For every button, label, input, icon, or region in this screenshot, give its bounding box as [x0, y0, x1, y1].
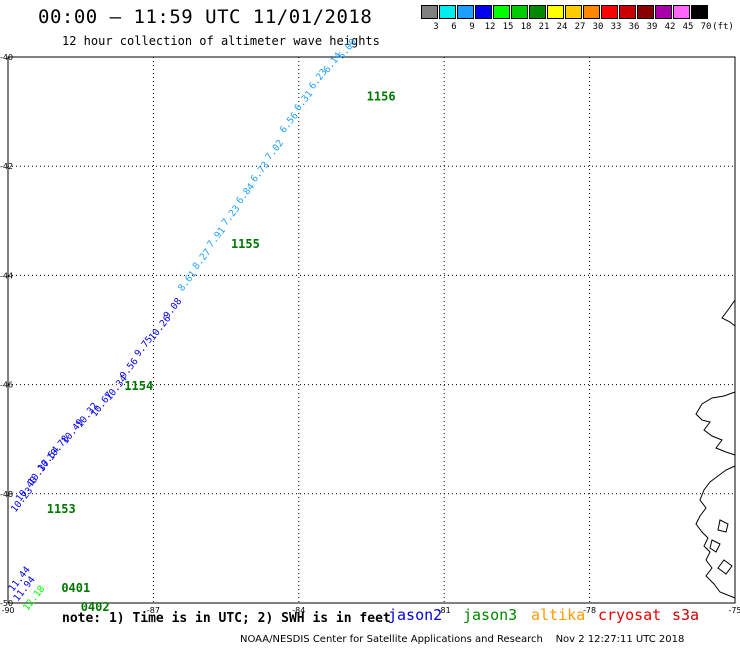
legend-swatch: [511, 5, 528, 19]
lat-tick-label: -46: [0, 381, 13, 390]
map-subtitle: 12 hour collection of altimeter wave hei…: [62, 34, 380, 48]
pass-time-label: 0402: [81, 600, 110, 614]
wave-height-label: 7.23: [220, 203, 243, 228]
wave-height-label: 6.73: [249, 160, 272, 185]
units-note: note: 1) Time is in UTC; 2) SWH is in fe…: [62, 611, 391, 626]
legend-label: 21: [538, 22, 550, 32]
pass-time-label: 0401: [61, 581, 90, 595]
legend-label: 3: [433, 22, 439, 32]
lon-tick-label: -84: [292, 606, 305, 615]
legend-swatch: [547, 5, 564, 19]
legend-swatch: [673, 5, 690, 19]
legend-label: 6: [451, 22, 457, 32]
satellite-altika-label: altika: [531, 606, 586, 624]
legend-label: 36: [628, 22, 640, 32]
legend-swatch: [691, 5, 708, 19]
legend-label: 9: [469, 22, 475, 32]
lon-tick-label: -78: [583, 606, 596, 615]
wave-height-label: 8.27: [191, 247, 214, 272]
time-labels: 1156 1155 1154 1153 0401 0402: [47, 90, 396, 615]
satellite-jason3-label: jason3: [463, 606, 518, 624]
legend-label: 18: [520, 22, 532, 32]
wave-height-label: 7.91: [205, 225, 228, 250]
pass-time-label: 1156: [367, 90, 396, 104]
legend-label: 42: [664, 22, 676, 32]
legend-swatch: [421, 5, 438, 19]
legend-label: 45: [682, 22, 694, 32]
pass-time-label: 1154: [124, 379, 153, 393]
lat-tick-label: -50: [0, 599, 13, 608]
legend-swatch: [565, 5, 582, 19]
legend-label: 33: [610, 22, 622, 32]
lat-tick-label: -42: [0, 162, 13, 171]
satellite-s3a-label: s3a: [672, 606, 700, 624]
map-title: 00:00 – 11:59 UTC 11/01/2018: [38, 6, 373, 28]
wave-height-label: 7.02: [263, 138, 286, 163]
legend-swatch: [457, 5, 474, 19]
legend-swatch: [655, 5, 672, 19]
pass-time-label: 1153: [47, 502, 76, 516]
legend-label: 30: [592, 22, 604, 32]
lon-tick-label: -90: [1, 606, 14, 615]
lon-tick-label: -81: [438, 606, 451, 615]
legend-swatch: [601, 5, 618, 19]
legend-swatch: [475, 5, 492, 19]
generated-timestamp: Nov 2 12:27:11 UTC 2018: [555, 634, 685, 645]
legend-label: 12: [484, 22, 496, 32]
pass-time-label: 1155: [231, 237, 260, 251]
credit-text: NOAA/NESDIS Center for Satellite Applica…: [240, 634, 543, 645]
wave-height-label: 6.84: [234, 181, 257, 206]
lat-tick-label: -40: [0, 53, 13, 62]
legend-unit: (ft): [712, 22, 734, 32]
coastline: [695, 299, 736, 599]
satellite-cryosat-label: cryosat: [598, 606, 662, 624]
legend-swatch: [583, 5, 600, 19]
lat-tick-label: -48: [0, 490, 13, 499]
credit-line: NOAA/NESDIS Center for Satellite Applica…: [240, 634, 684, 645]
lon-tick-label: -87: [147, 606, 160, 615]
map-frame: [7, 56, 736, 604]
legend-label: 27: [574, 22, 586, 32]
legend-swatch: [493, 5, 510, 19]
legend-swatch: [637, 5, 654, 19]
legend-swatch: [529, 5, 546, 19]
legend-label: 70: [700, 22, 712, 32]
wave-height-label: 6.31: [292, 88, 315, 113]
legend-swatch: [619, 5, 636, 19]
wave-height-label: 8.61: [176, 269, 199, 294]
legend-swatch: [439, 5, 456, 19]
legend-label: 39: [646, 22, 658, 32]
legend-label: 24: [556, 22, 568, 32]
lon-tick-label: -75: [728, 606, 740, 615]
wave-height-label: 6.56: [278, 110, 301, 135]
satellite-jason2-label: jason2: [388, 606, 443, 624]
lat-tick-label: -44: [0, 271, 13, 280]
legend-label: 15: [502, 22, 514, 32]
track-labels: 6.006.146.236.316.567.026.736.847.237.91…: [7, 37, 359, 613]
